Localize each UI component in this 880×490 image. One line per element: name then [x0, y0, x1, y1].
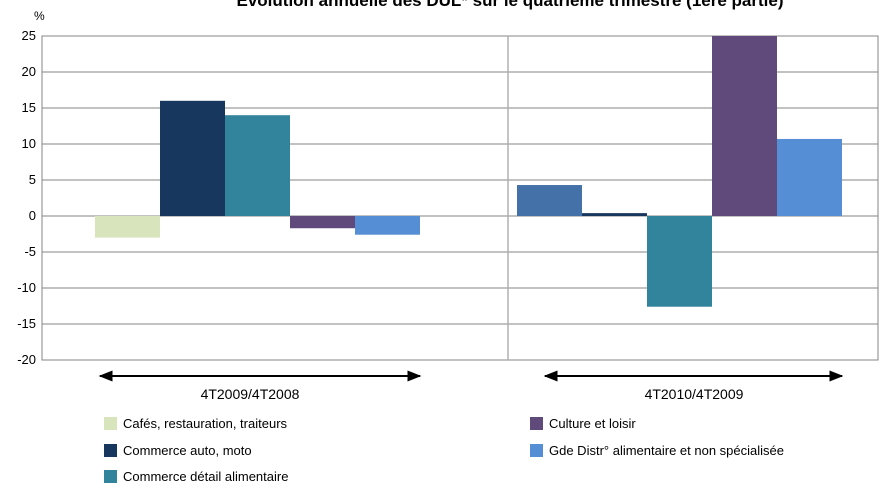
bar [517, 185, 582, 216]
plot-border [41, 35, 879, 361]
bar [647, 216, 712, 307]
y-tick-label: -15 [17, 316, 36, 331]
bar [582, 213, 647, 216]
y-tick-label: -20 [17, 352, 36, 367]
y-tick-label: 10 [22, 136, 36, 151]
chart-title: Evolution annuelle des DUL* sur le quatr… [236, 0, 784, 10]
bar [225, 115, 290, 216]
y-tick-label: 20 [22, 64, 36, 79]
x-group-label: 4T2010/4T2009 [645, 386, 744, 402]
bar [95, 216, 160, 238]
y-tick-label: 25 [22, 28, 36, 43]
y-tick-label: 15 [22, 100, 36, 115]
y-tick-label: 0 [29, 208, 36, 223]
bar [712, 36, 777, 216]
y-axis-label: % [34, 9, 45, 23]
x-group-label: 4T2009/4T2008 [201, 386, 300, 402]
bar [160, 100, 225, 216]
y-tick-label: 5 [29, 172, 36, 187]
bar [290, 216, 355, 229]
y-tick-label: -10 [17, 280, 36, 295]
bar [355, 216, 420, 235]
bar [777, 138, 842, 216]
y-tick-label: -5 [24, 244, 36, 259]
